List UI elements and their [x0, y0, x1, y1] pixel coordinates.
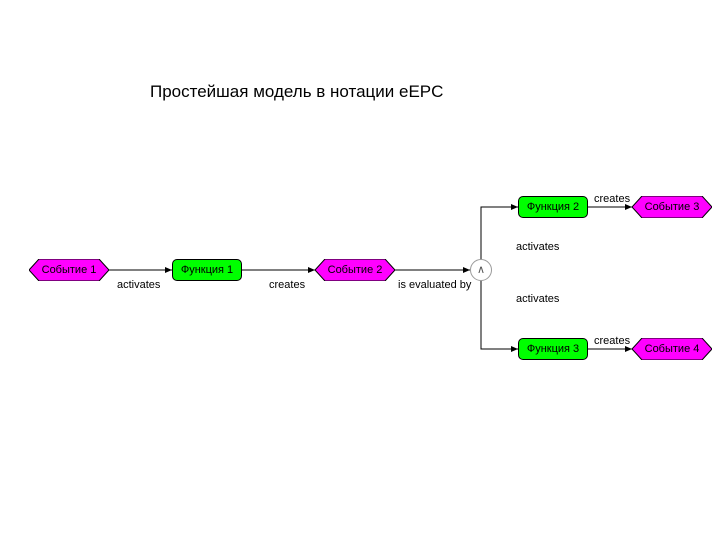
event-label: Событие 3 — [632, 196, 712, 218]
event-e2: Событие 2 — [315, 259, 395, 281]
edge-label: creates — [594, 335, 630, 347]
edge-label: activates — [516, 293, 559, 305]
event-e1: Событие 1 — [29, 259, 109, 281]
event-label: Событие 2 — [315, 259, 395, 281]
edge-label: creates — [269, 279, 305, 291]
function-f3: Функция 3 — [518, 338, 588, 360]
event-e4: Событие 4 — [632, 338, 712, 360]
event-e3: Событие 3 — [632, 196, 712, 218]
function-f2: Функция 2 — [518, 196, 588, 218]
event-label: Событие 4 — [632, 338, 712, 360]
function-f1: Функция 1 — [172, 259, 242, 281]
edge-label: creates — [594, 193, 630, 205]
event-label: Событие 1 — [29, 259, 109, 281]
edge-label: activates — [516, 241, 559, 253]
edge-label: is evaluated by — [398, 279, 471, 291]
logical-operator: ∧ — [470, 259, 492, 281]
edge-label: activates — [117, 279, 160, 291]
diagram-canvas: Простейшая модель в нотации eEPC Событие… — [0, 0, 720, 540]
